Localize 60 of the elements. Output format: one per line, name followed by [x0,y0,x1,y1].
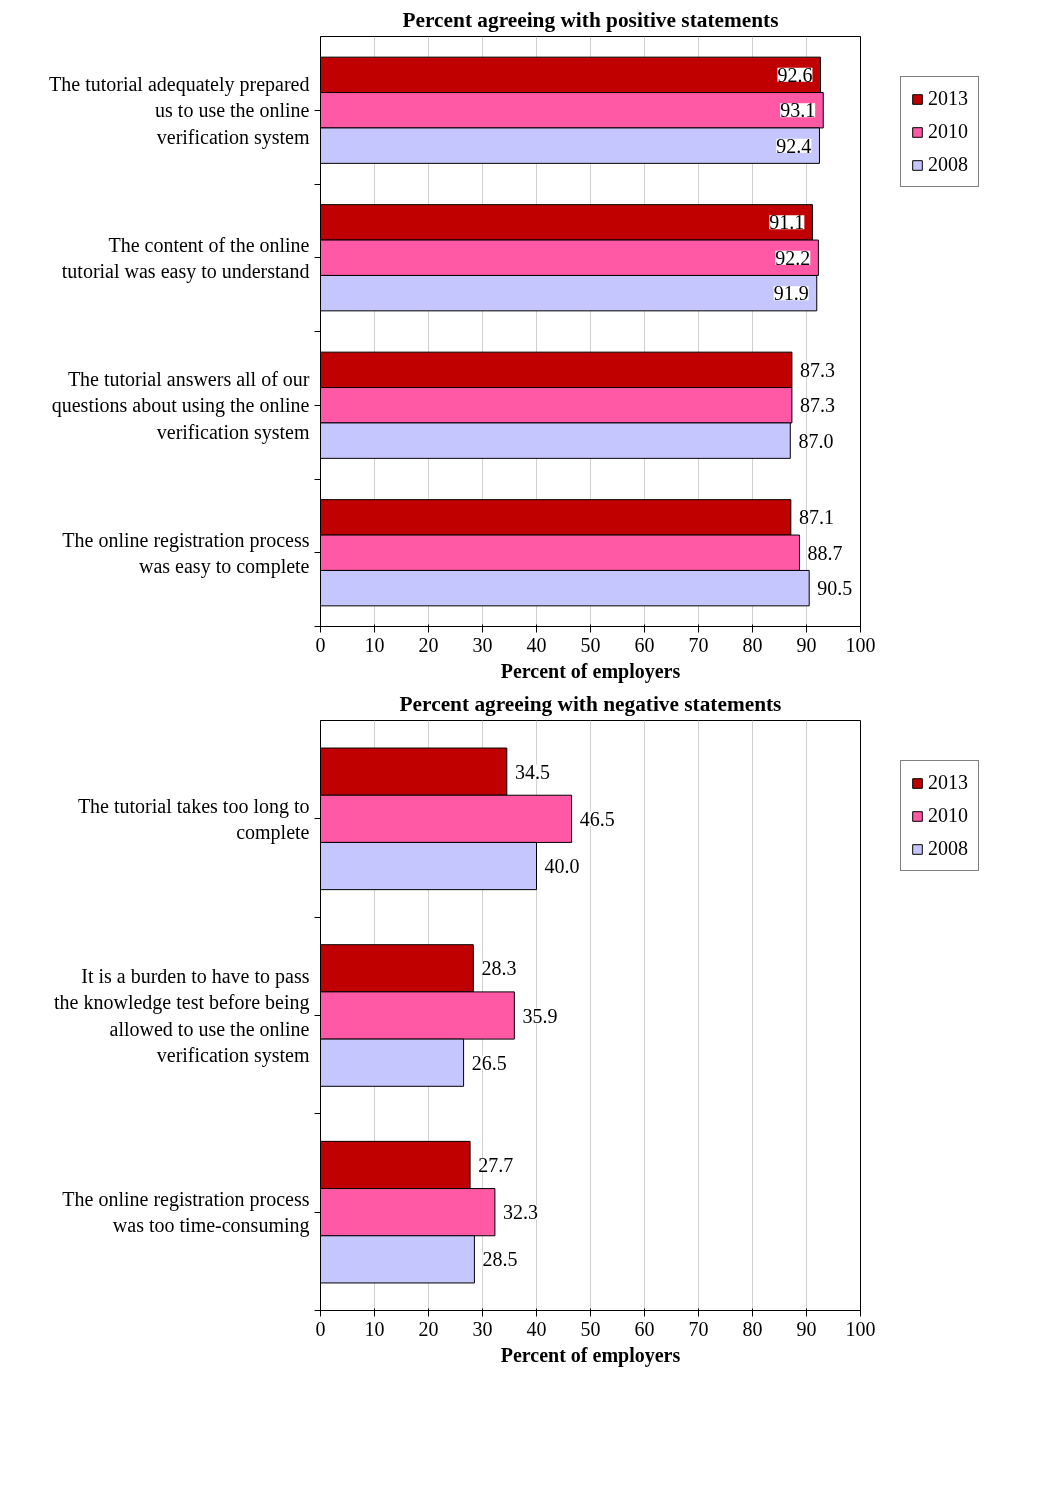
data-label: 93.1 [780,99,816,122]
data-label: 87.3 [800,394,836,417]
x-tick-label: 50 [580,1317,601,1340]
y-tick-label: The tutorial adequately prepared us to use the online verification system [49,72,310,149]
legend-label: 2013 [928,771,968,794]
data-label: 26.5 [471,1051,507,1074]
x-tick-label: 60 [634,1317,655,1340]
y-tick-label: The tutorial takes too long to complete [77,794,310,845]
x-axis-title: Percent of employers [500,1343,681,1367]
x-tick-label: 0 [315,1317,326,1340]
legend-label: 2010 [928,120,968,143]
x-tick-label: 90 [796,1317,817,1340]
data-label: 46.5 [579,807,615,830]
data-label: 92.2 [775,246,811,269]
x-tick-label: 70 [688,633,709,656]
x-tick-label: 80 [742,1317,763,1340]
data-label: 34.5 [514,760,550,783]
legend-label: 2008 [928,153,968,176]
data-label: 92.4 [776,134,812,157]
data-label: 90.5 [817,577,853,600]
y-tick-label: The online registration process was too time-consuming [62,1187,310,1238]
x-tick-label: 100 [845,633,876,656]
chart-title: Percent agreeing with negative statements [399,691,782,716]
data-label: 88.7 [807,541,843,564]
data-label: 32.3 [503,1201,539,1224]
data-label: 28.5 [482,1248,518,1271]
x-tick-label: 20 [418,1317,439,1340]
x-tick-label: 100 [845,1317,876,1340]
y-tick-label: The content of the online tutorial was easy to understand [61,233,310,283]
x-tick-label: 50 [580,633,601,656]
y-tick-label: It is a burden to have to pass the knowledge test before being allowed to use the online verification system [54,964,310,1068]
x-tick-label: 60 [634,633,655,656]
y-tick-label: The online registration process was easy to complete [62,528,310,578]
x-tick-label: 10 [364,1317,385,1340]
x-tick-label: 70 [688,1317,709,1340]
x-tick-label: 0 [315,633,326,656]
legend-label: 2008 [928,837,968,860]
data-label: 92.6 [777,63,813,86]
data-label: 35.9 [522,1004,558,1027]
data-label: 91.1 [769,211,805,234]
chart-title: Percent agreeing with positive statements [402,7,779,32]
data-label: 87.1 [798,506,834,529]
x-tick-label: 90 [796,633,817,656]
x-tick-label: 10 [364,633,385,656]
data-label: 87.3 [800,358,836,381]
x-tick-label: 20 [418,633,439,656]
x-axis-title: Percent of employers [500,659,681,683]
x-tick-label: 30 [472,1317,493,1340]
x-tick-label: 40 [526,1317,547,1340]
x-tick-label: 80 [742,633,763,656]
legend-label: 2013 [928,87,968,110]
data-label: 27.7 [478,1153,514,1176]
data-label: 28.3 [481,957,517,980]
data-label: 91.9 [773,282,809,305]
data-label: 87.0 [798,429,834,452]
legend-label: 2010 [928,804,968,827]
x-tick-label: 30 [472,633,493,656]
y-tick-label: The tutorial answers all of our questions about using the online verification system [51,367,310,444]
x-tick-label: 40 [526,633,547,656]
data-label: 40.0 [544,855,580,878]
